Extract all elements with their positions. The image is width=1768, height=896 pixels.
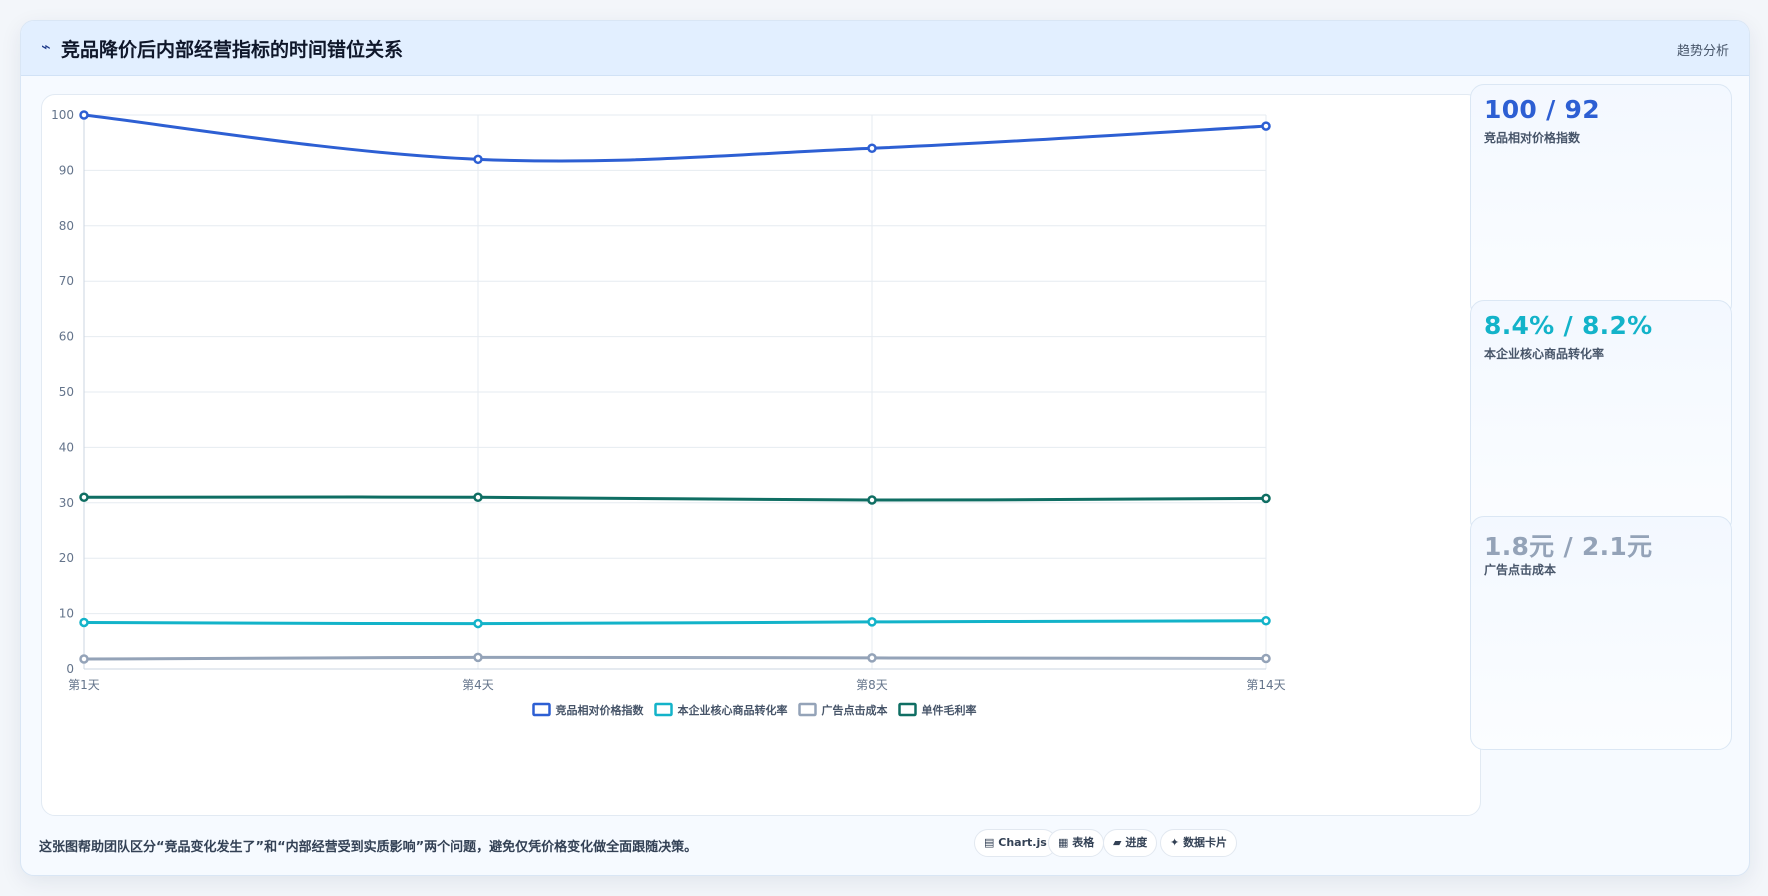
data-point [1261, 493, 1271, 504]
data-point [79, 492, 89, 503]
y-tick-label: 30 [59, 496, 74, 510]
chip-table[interactable]: ▦ 表格 [1048, 829, 1105, 857]
series-line [82, 655, 1268, 661]
line-chart: 0 10 20 30 40 50 60 70 80 90 100 第1天 第4天 第8天 第14天竞品相对价… [51, 108, 1286, 717]
y-tick-label: 60 [59, 330, 74, 344]
category-tag: 趋势分析 [1676, 44, 1729, 59]
data-point [1261, 653, 1271, 664]
stat-label: 本企业核心商品转化率 [1484, 347, 1605, 361]
table-icon: ▦ [1058, 836, 1069, 849]
y-tick-label: 20 [59, 551, 74, 565]
data-point [473, 492, 483, 503]
progress-icon: ▰ [1113, 836, 1122, 849]
y-tick-label: 70 [59, 274, 74, 288]
series-line [82, 619, 1268, 626]
x-tick-label: 第4天 [462, 678, 494, 692]
legend-label: 本企业核心商品转化率 [678, 703, 788, 717]
data-point [867, 143, 877, 153]
data-point [79, 617, 89, 628]
stat-value: 1.8元 / 2.1元 [1484, 532, 1653, 561]
data-point [867, 653, 877, 663]
legend-swatch [532, 702, 551, 717]
stat-label: 广告点击成本 [1484, 563, 1557, 577]
chip-label: 数据卡片 [1183, 836, 1228, 849]
chip-label: 进度 [1125, 836, 1148, 849]
x-tick-label: 第14天 [1246, 678, 1285, 692]
chip-chartjs[interactable]: ▤ Chart.js [974, 829, 1057, 857]
stat-value: 8.4% / 8.2% [1484, 311, 1653, 340]
chip-data-card[interactable]: ✦ 数据卡片 [1160, 829, 1238, 857]
y-tick-label: 50 [59, 385, 74, 399]
x-tick-label: 第1天 [68, 678, 100, 692]
chip-label: Chart.js [998, 836, 1047, 849]
y-tick-label: 10 [59, 607, 74, 621]
y-tick-label: 80 [59, 219, 74, 233]
page-title: 竞品降价后内部经营指标的时间错位关系 [61, 39, 404, 61]
data-point [1261, 121, 1271, 131]
data-point [473, 652, 483, 663]
legend-swatch [654, 702, 673, 717]
y-tick-label: 90 [59, 163, 74, 177]
data-point [867, 495, 877, 505]
dashboard-card: ⌁ 竞品降价后内部经营指标的时间错位关系 趋势分析 0 10 20 30 40 50 60 7… [20, 20, 1750, 876]
series-line [82, 495, 1268, 502]
legend-swatch [798, 702, 817, 717]
sparkle-icon: ✦ [1170, 836, 1180, 849]
legend-label: 单件毛利率 [922, 703, 977, 717]
card-header: ⌁ 竞品降价后内部经营指标的时间错位关系 趋势分析 [21, 21, 1749, 76]
legend-swatch [898, 702, 917, 717]
data-point [1261, 616, 1271, 626]
stat-card-conversion: 8.4% / 8.2% 本企业核心商品转化率 [1470, 300, 1732, 534]
data-point [473, 154, 483, 165]
y-tick-label: 40 [59, 440, 74, 454]
stat-card-price-index: 100 / 92 竞品相对价格指数 [1470, 84, 1732, 318]
data-point [867, 617, 877, 627]
stat-value: 100 / 92 [1484, 95, 1600, 124]
data-point [79, 110, 89, 120]
stat-card-ad-cost: 1.8元 / 2.1元 广告点击成本 [1470, 516, 1732, 750]
chip-label: 表格 [1072, 836, 1095, 849]
y-tick-label: 100 [51, 108, 74, 122]
data-point [79, 654, 89, 664]
chart-icon: ▤ [984, 836, 995, 849]
chip-progress[interactable]: ▰ 进度 [1103, 829, 1158, 857]
stat-label: 竞品相对价格指数 [1484, 131, 1581, 145]
legend-label: 广告点击成本 [822, 703, 888, 717]
x-tick-label: 第8天 [856, 678, 888, 692]
chart-panel: 0 10 20 30 40 50 60 70 80 90 100 第1天 第4天 第8天 第14天竞品相对价… [41, 94, 1481, 816]
legend-label: 竞品相对价格指数 [556, 703, 645, 717]
series-line [82, 113, 1268, 163]
data-point [473, 618, 483, 629]
y-tick-label: 0 [66, 662, 74, 676]
trend-icon: ⌁ [41, 37, 51, 56]
chart-note: 这张图帮助团队区分“竞品变化发生了”和“内部经营受到实质影响”两个问题，避免仅凭… [39, 840, 698, 855]
